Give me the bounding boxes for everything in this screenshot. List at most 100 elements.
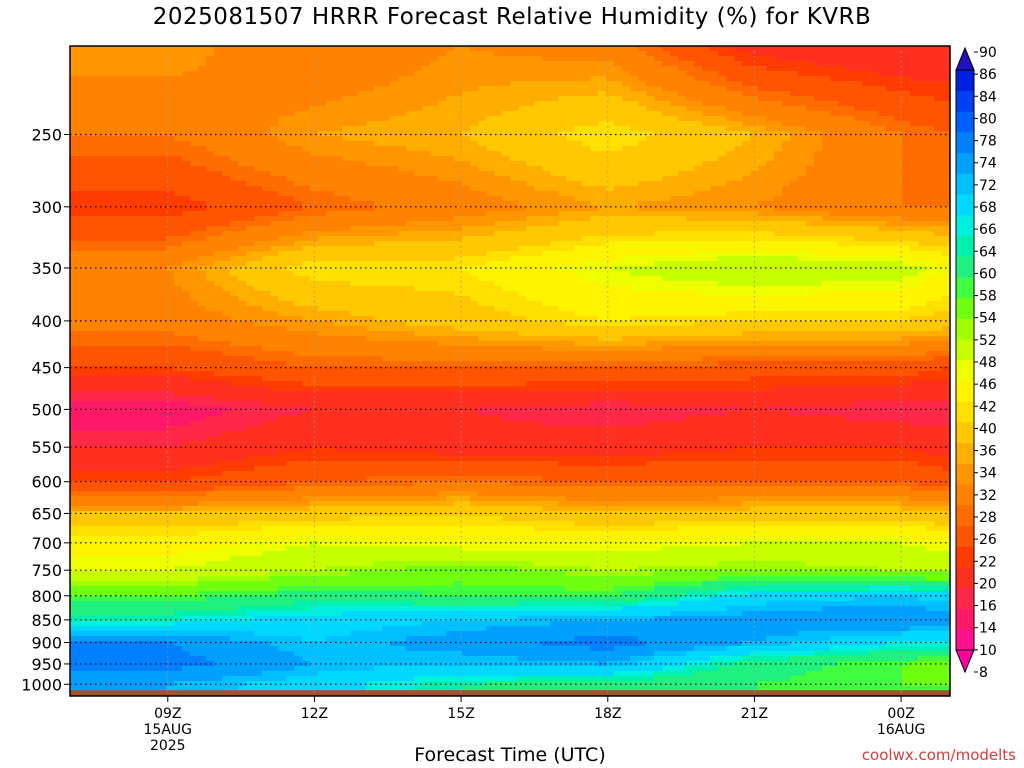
rh-cell: [70, 221, 79, 227]
rh-cell: [134, 251, 143, 257]
rh-cell: [854, 126, 863, 132]
rh-cell: [822, 61, 831, 67]
rh-cell: [486, 256, 495, 262]
rh-cell: [814, 96, 823, 102]
rh-cell: [942, 221, 950, 227]
rh-cell: [118, 176, 127, 182]
rh-cell: [734, 141, 743, 147]
rh-cell: [406, 216, 415, 222]
rh-cell: [294, 181, 303, 187]
rh-cell: [838, 101, 847, 107]
rh-cell: [910, 201, 919, 207]
rh-cell: [526, 186, 535, 192]
rh-cell: [470, 71, 479, 77]
rh-cell: [614, 231, 623, 237]
rh-cell: [102, 76, 111, 82]
rh-cell: [622, 201, 631, 207]
rh-cell: [622, 251, 631, 257]
rh-cell: [238, 146, 247, 152]
rh-cell: [430, 211, 439, 217]
rh-cell: [158, 81, 167, 87]
rh-cell: [462, 61, 471, 67]
rh-cell: [430, 166, 439, 172]
rh-cell: [86, 266, 95, 272]
rh-cell: [686, 116, 695, 122]
rh-cell: [246, 156, 255, 162]
rh-cell: [822, 96, 831, 102]
rh-cell: [462, 86, 471, 92]
rh-cell: [622, 126, 631, 132]
rh-cell: [894, 261, 903, 267]
rh-cell: [230, 266, 239, 272]
rh-cell: [550, 226, 559, 232]
rh-cell: [598, 201, 607, 207]
rh-cell: [614, 81, 623, 87]
rh-cell: [726, 151, 735, 157]
rh-cell: [70, 116, 79, 122]
rh-cell: [230, 251, 239, 257]
rh-cell: [78, 61, 87, 67]
rh-cell: [846, 61, 855, 67]
rh-cell: [198, 121, 207, 127]
rh-cell: [126, 236, 135, 242]
rh-cell: [534, 56, 543, 62]
rh-cell: [670, 66, 679, 72]
rh-cell: [942, 66, 950, 72]
rh-cell: [190, 256, 199, 262]
rh-cell: [518, 201, 527, 207]
rh-cell: [750, 206, 759, 212]
rh-cell: [694, 131, 703, 137]
rh-cell: [630, 76, 639, 82]
rh-cell: [302, 156, 311, 162]
rh-cell: [470, 191, 479, 197]
rh-cell: [558, 246, 567, 252]
rh-cell: [518, 171, 527, 177]
rh-cell: [366, 261, 375, 267]
rh-cell: [438, 96, 447, 102]
rh-cell: [446, 101, 455, 107]
rh-cell: [70, 211, 79, 217]
rh-cell: [710, 231, 719, 237]
rh-cell: [278, 271, 287, 277]
rh-cell: [942, 231, 950, 237]
rh-cell: [878, 236, 887, 242]
rh-cell: [246, 211, 255, 217]
rh-cell: [934, 61, 943, 67]
rh-cell: [854, 181, 863, 187]
rh-cell: [526, 156, 535, 162]
rh-cell: [646, 251, 655, 257]
rh-cell: [126, 141, 135, 147]
rh-cell: [918, 66, 927, 72]
rh-cell: [902, 76, 911, 82]
rh-cell: [342, 201, 351, 207]
rh-cell: [150, 121, 159, 127]
rh-cell: [446, 256, 455, 262]
rh-cell: [150, 71, 159, 77]
rh-cell: [118, 256, 127, 262]
rh-cell: [886, 246, 895, 252]
rh-cell: [430, 71, 439, 77]
rh-cell: [366, 241, 375, 247]
rh-cell: [246, 226, 255, 232]
rh-cell: [782, 111, 791, 117]
rh-cell: [638, 241, 647, 247]
rh-cell: [574, 176, 583, 182]
rh-cell: [806, 191, 815, 197]
rh-cell: [934, 66, 943, 72]
rh-cell: [814, 121, 823, 127]
rh-cell: [126, 246, 135, 252]
rh-cell: [118, 106, 127, 112]
rh-cell: [118, 181, 127, 187]
rh-cell: [782, 206, 791, 212]
rh-cell: [438, 231, 447, 237]
rh-cell: [142, 176, 151, 182]
rh-cell: [166, 151, 175, 157]
rh-cell: [318, 111, 327, 117]
rh-cell: [422, 66, 431, 72]
rh-cell: [870, 66, 879, 72]
rh-cell: [670, 111, 679, 117]
rh-cell: [278, 56, 287, 62]
rh-cell: [182, 221, 191, 227]
rh-cell: [302, 251, 311, 257]
rh-cell: [710, 121, 719, 127]
